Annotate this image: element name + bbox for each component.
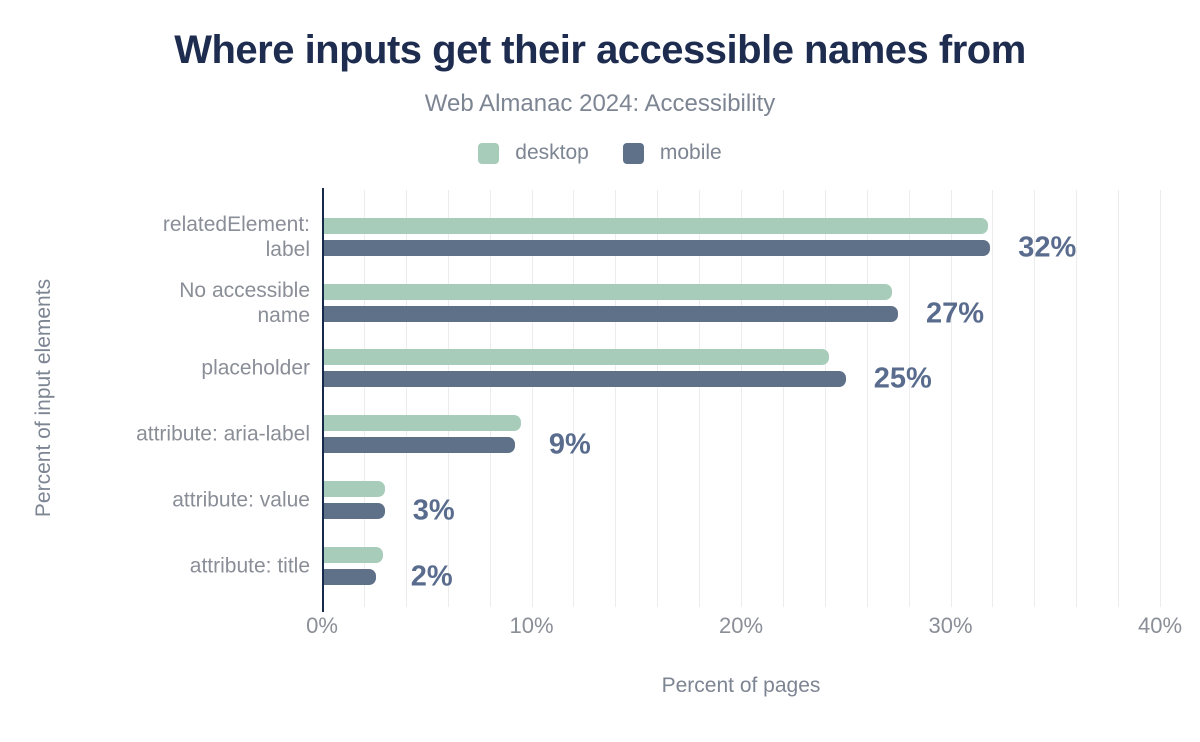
gridline — [1118, 190, 1120, 607]
y-axis-line — [322, 188, 324, 612]
gridline — [866, 190, 868, 607]
mobile-bar — [324, 502, 385, 519]
chart-subtitle: Web Almanac 2024: Accessibility — [424, 90, 776, 117]
legend-item-desktop: desktop — [478, 141, 589, 165]
x-tick-label: 40% — [1137, 613, 1183, 638]
value-label: 25% — [873, 362, 932, 395]
mobile-bar — [324, 371, 846, 388]
mobile-bar — [324, 437, 515, 454]
mobile-bar — [324, 568, 377, 585]
mobile-bar — [324, 240, 991, 256]
mobile-legend-swatch-icon — [622, 142, 644, 164]
gridline — [1034, 190, 1036, 607]
category-label: attribute: aria-label — [136, 422, 310, 446]
legend-label-desktop: desktop — [515, 141, 589, 164]
desktop-bar — [324, 349, 829, 366]
gridline — [615, 190, 617, 607]
desktop-bar — [324, 218, 989, 234]
desktop-bar — [324, 283, 892, 300]
gridline — [992, 190, 994, 607]
gridline — [950, 190, 952, 607]
desktop-bar — [324, 480, 385, 497]
category-label: placeholder — [201, 356, 310, 380]
gridline — [489, 190, 491, 607]
value-label: 9% — [548, 428, 591, 461]
x-tick-label: 10% — [509, 613, 554, 638]
x-axis-title: Percent of pages — [661, 674, 821, 697]
legend-label-mobile: mobile — [659, 141, 722, 164]
category-label: No accessible name — [179, 278, 310, 327]
gridline — [782, 190, 784, 607]
legend-item-mobile: mobile — [622, 141, 722, 165]
x-tick-label: 30% — [928, 613, 973, 638]
gridline — [405, 190, 407, 607]
gridline — [908, 190, 910, 607]
gridline — [363, 190, 365, 607]
gridline — [741, 190, 742, 607]
gridline — [573, 190, 575, 607]
chart-title: Where inputs get their accessible names … — [174, 28, 1026, 72]
gridline — [531, 190, 533, 607]
gridline — [699, 190, 701, 607]
desktop-bar — [324, 546, 383, 563]
category-label: relatedElement: label — [162, 213, 310, 261]
gridline — [824, 190, 826, 607]
value-label: 3% — [412, 494, 455, 527]
x-tick-label: 20% — [718, 613, 764, 638]
value-label: 27% — [926, 297, 985, 330]
mobile-bar — [324, 305, 898, 322]
plot-area: 32% 27% 25% 9% 3% 2% — [322, 188, 1161, 612]
gridline — [657, 190, 659, 607]
gridline — [1160, 190, 1161, 607]
value-label: 2% — [410, 560, 453, 592]
x-tick-label: 0% — [306, 613, 338, 638]
desktop-bar — [324, 415, 521, 432]
legend: desktop mobile — [0, 141, 1200, 165]
gridline — [447, 190, 449, 607]
gridline — [1076, 190, 1078, 607]
desktop-legend-swatch-icon — [478, 142, 500, 164]
category-label: attribute: title — [189, 554, 310, 577]
category-label: attribute: value — [172, 488, 310, 512]
category-axis-labels: relatedElement: label No accessible name pla… — [0, 190, 322, 607]
value-label: 32% — [1018, 231, 1077, 264]
